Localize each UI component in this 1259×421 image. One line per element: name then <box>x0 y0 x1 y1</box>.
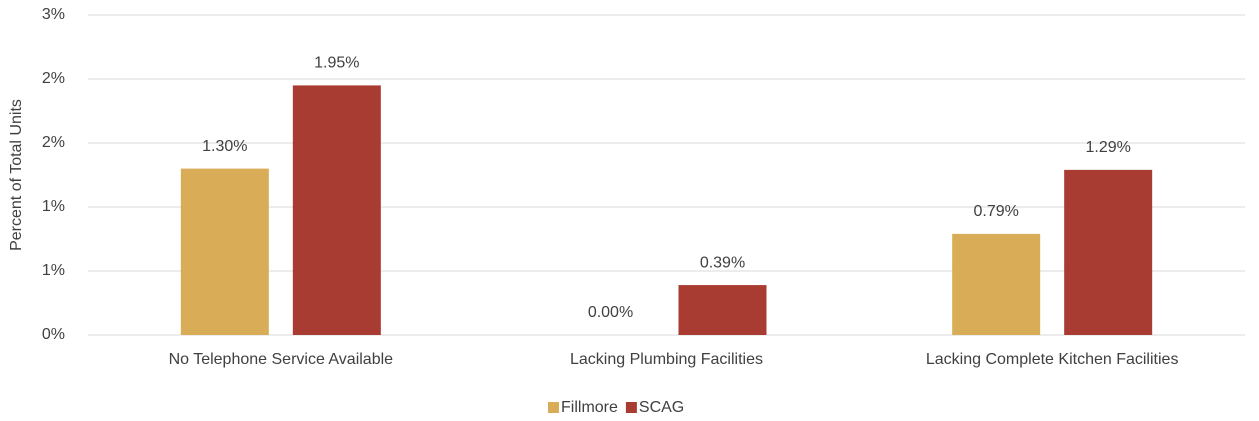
y-tick-label: 3% <box>42 6 65 23</box>
bar <box>292 85 381 336</box>
legend-swatch <box>548 402 559 413</box>
data-label: 1.30% <box>202 138 247 155</box>
data-label: 1.95% <box>314 55 359 72</box>
y-axis-label: Percent of Total Units <box>8 99 25 251</box>
y-tick-label: 0% <box>42 326 65 343</box>
y-tick-label: 2% <box>42 70 65 87</box>
x-tick-label: Lacking Plumbing Facilities <box>570 351 763 368</box>
y-tick-label: 1% <box>42 198 65 215</box>
x-tick-label: Lacking Complete Kitchen Facilities <box>926 351 1179 368</box>
x-tick-label: No Telephone Service Available <box>169 351 394 368</box>
bar <box>1064 169 1153 335</box>
bar <box>952 233 1041 335</box>
bar <box>678 285 767 335</box>
bar <box>180 168 269 335</box>
y-tick-label: 1% <box>42 262 65 279</box>
data-label: 0.39% <box>700 254 745 271</box>
legend-swatch <box>625 402 637 413</box>
data-label: 0.00% <box>588 304 633 321</box>
data-label: 1.29% <box>1085 139 1130 156</box>
legend-label: Fillmore <box>561 399 618 416</box>
y-tick-label: 2% <box>42 134 65 151</box>
data-label: 0.79% <box>973 203 1018 220</box>
legend-label: SCAG <box>639 399 684 416</box>
